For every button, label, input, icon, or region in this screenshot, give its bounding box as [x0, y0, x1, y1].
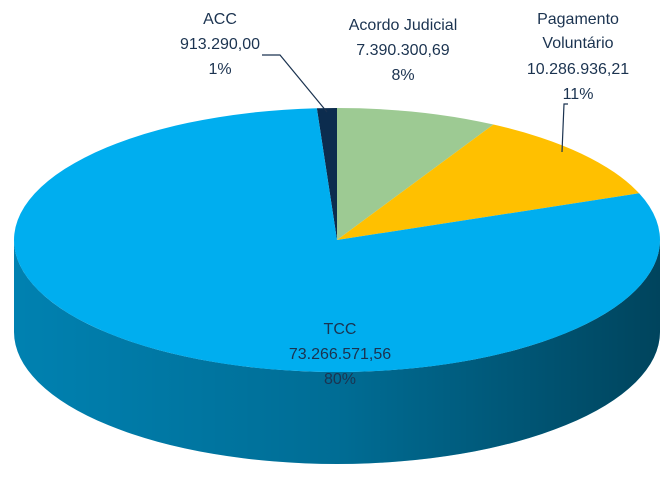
slice-percent-label: 8% [391, 67, 414, 84]
slice-percent-label: 11% [563, 86, 594, 103]
slice-label: TCC [324, 321, 357, 338]
pie-slice [337, 124, 640, 240]
slice-label: Pagamento Voluntário [537, 11, 619, 52]
slice-percent-label: 80% [324, 371, 356, 388]
slice-value-label: 7.390.300,69 [356, 42, 450, 59]
pie-side-shade [14, 240, 660, 464]
pie-slice [337, 108, 494, 240]
slice-label: ACC [203, 11, 237, 28]
leader-line [262, 54, 328, 113]
slice-value-label: 10.286.936,21 [527, 61, 629, 78]
slice-value-label: 913.290,00 [180, 36, 260, 53]
slice-percent-label: 1% [208, 61, 231, 78]
pie-slice [14, 108, 661, 373]
pie-slice [316, 108, 337, 240]
slice-value-label: 73.266.571,56 [289, 346, 391, 363]
slice-label: Acordo Judicial [349, 17, 458, 34]
leader-line [561, 103, 568, 153]
